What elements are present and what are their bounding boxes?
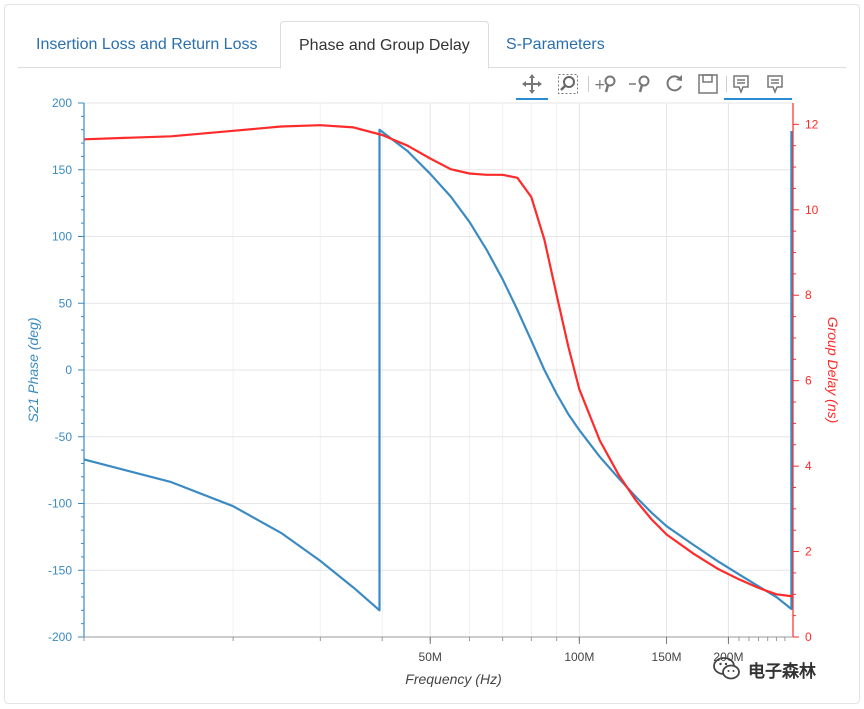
tab-insertion-loss[interactable]: Insertion Loss and Return Loss	[36, 36, 258, 53]
right-axis-label: Group Delay (ns)	[825, 317, 841, 424]
save-icon	[698, 74, 718, 94]
zoom-out-icon	[629, 75, 650, 93]
right-tick-label: 2	[805, 545, 812, 559]
zoom-in-icon: +	[594, 75, 616, 93]
wechat-icon	[713, 657, 740, 680]
pan-icon	[522, 74, 542, 94]
right-tick-label: 0	[805, 630, 812, 644]
x-axis-label: Frequency (Hz)	[405, 671, 501, 687]
right-tick-label: 4	[805, 459, 812, 473]
box-zoom-icon	[558, 74, 578, 94]
left-tick-label: -100	[48, 497, 72, 511]
left-tick-label: 150	[52, 163, 72, 177]
watermark: 电子森林	[712, 652, 816, 686]
hover-icon[interactable]	[730, 73, 752, 95]
pan-tool[interactable]	[516, 70, 548, 100]
left-tick-label: -150	[48, 563, 72, 577]
x-tick-label: 150M	[652, 650, 682, 664]
left-tick-label: 100	[52, 230, 72, 244]
reset-icon	[666, 75, 682, 92]
hover-tools	[724, 70, 792, 100]
left-tick-label: 200	[52, 96, 72, 110]
zoom-out-tool[interactable]	[624, 70, 656, 98]
svg-text:+: +	[594, 77, 606, 93]
x-tick-label: 50M	[419, 650, 442, 664]
hover-icon[interactable]	[764, 73, 786, 95]
left-tick-label: 50	[59, 296, 73, 310]
zoom-in-tool[interactable]: +	[590, 70, 622, 98]
save-tool[interactable]	[692, 70, 724, 98]
reset-tool[interactable]	[658, 70, 690, 98]
left-tick-label: -200	[48, 630, 72, 644]
box-zoom-tool[interactable]	[552, 70, 584, 98]
toolbar-separator	[726, 76, 727, 92]
left-axis-label: S21 Phase (deg)	[25, 317, 41, 422]
right-tick-label: 8	[805, 288, 812, 302]
left-tick-label: 0	[65, 363, 72, 377]
plot-toolbar: +	[512, 70, 802, 102]
left-tick-label: -50	[55, 430, 73, 444]
tab-bar: Insertion Loss and Return Loss Phase and…	[18, 21, 846, 69]
tab-phase-group-delay[interactable]: Phase and Group Delay	[280, 21, 489, 69]
x-tick-label: 200M	[713, 650, 743, 664]
watermark-text: 电子森林	[748, 661, 816, 681]
tab-s-parameters[interactable]: S-Parameters	[506, 36, 605, 53]
toolbar-separator	[588, 76, 589, 92]
x-tick-label: 100M	[564, 650, 594, 664]
right-tick-label: 10	[805, 203, 819, 217]
phase-series-line	[83, 128, 793, 612]
right-tick-label: 6	[805, 374, 812, 388]
right-tick-label: 12	[805, 117, 819, 131]
group-delay-series-line	[83, 124, 794, 598]
